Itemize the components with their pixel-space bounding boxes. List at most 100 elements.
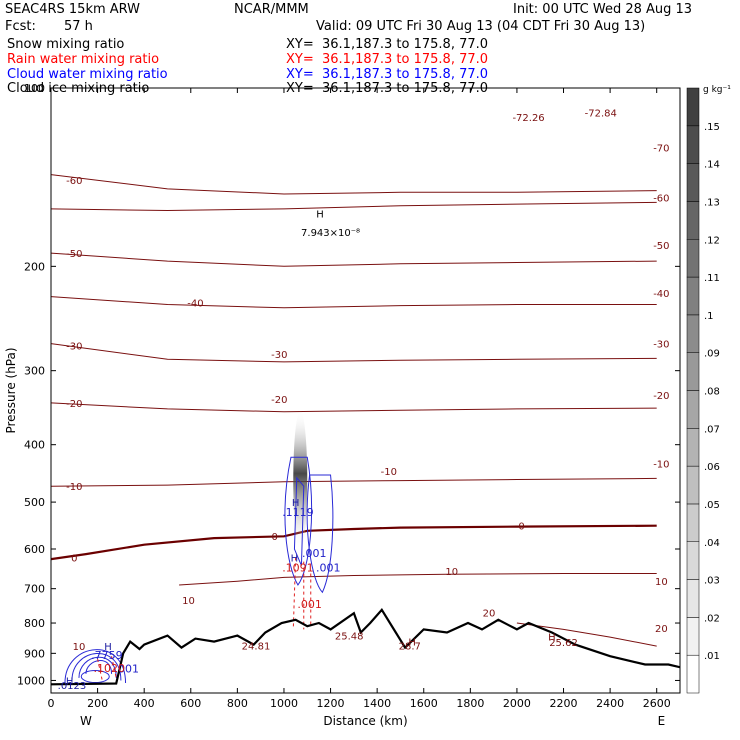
cloud-water-contour bbox=[80, 670, 110, 684]
contour-label: -40 bbox=[187, 298, 203, 309]
colorbar-tick-label: .06 bbox=[704, 462, 720, 473]
temperature-contour-line bbox=[51, 402, 657, 413]
y-tick-label: 700 bbox=[24, 583, 45, 596]
contour-label: 10 bbox=[182, 596, 195, 607]
terrain-temp-label: 24.81 bbox=[242, 642, 271, 653]
field-xy-cloud-water: XY= 36.1,187.3 to 175.8, 77.0 bbox=[286, 67, 489, 82]
x-tick-label: 0 bbox=[48, 697, 55, 710]
contour-label: 0 bbox=[271, 532, 277, 543]
contour-label: 20 bbox=[483, 609, 496, 620]
field-xy-cloud-ice: XY= 36.1,187.3 to 175.8, 77.0 bbox=[286, 81, 489, 96]
x-tick-label: 200 bbox=[87, 697, 108, 710]
x-tick-label: 2200 bbox=[550, 697, 578, 710]
colorbar-cell bbox=[686, 201, 700, 240]
x-tick-label: 800 bbox=[227, 697, 248, 710]
contour-label: -72.26 bbox=[512, 113, 544, 124]
x-tick-label: 1000 bbox=[270, 697, 298, 710]
colorbar-tick-label: .1 bbox=[704, 311, 714, 322]
x-tick-label: 1200 bbox=[317, 697, 345, 710]
x-tick-label: 2000 bbox=[503, 697, 531, 710]
contour-label: -60 bbox=[66, 176, 82, 187]
cloud-water-label: .1119 bbox=[282, 506, 314, 519]
x-tick-label: 1600 bbox=[410, 697, 438, 710]
contour-label: -30 bbox=[653, 340, 669, 351]
colorbar-tick-label: .03 bbox=[704, 576, 720, 587]
terrain-temp-label: 28.7 bbox=[399, 642, 421, 653]
cloud-water-label: .001 bbox=[316, 562, 341, 575]
max-marker: H bbox=[104, 642, 112, 653]
center-name: NCAR/MMM bbox=[234, 2, 309, 17]
terrain-temp-label: 25.62 bbox=[549, 638, 578, 649]
colorbar-tick-label: .15 bbox=[704, 122, 720, 133]
init-time: Init: 00 UTC Wed 28 Aug 13 bbox=[513, 2, 693, 17]
west-label: W bbox=[80, 714, 92, 728]
plot-frame bbox=[50, 87, 681, 694]
contour-label: 0 bbox=[71, 553, 77, 564]
colorbar-tick-label: .09 bbox=[704, 349, 720, 360]
cloud-water-label: .001 bbox=[302, 547, 327, 560]
colorbar-tick-label: .13 bbox=[704, 197, 720, 208]
snow-ice-max-label: 7.943×10⁻⁸ bbox=[301, 228, 360, 239]
contour-label: 10 bbox=[655, 577, 668, 588]
contour-label: -60 bbox=[653, 193, 669, 204]
y-tick-label: 600 bbox=[24, 543, 45, 556]
temperature-contour-line bbox=[51, 174, 657, 195]
colorbar-cell bbox=[686, 503, 700, 542]
colorbar-cell bbox=[686, 390, 700, 429]
contour-label: -10 bbox=[381, 467, 397, 478]
cloud-column-shading bbox=[293, 410, 308, 551]
cloud-water-label: .7759 bbox=[91, 649, 123, 662]
y-tick-label: 500 bbox=[24, 496, 45, 509]
terrain-temp-label: 25.48 bbox=[335, 632, 364, 643]
y-axis-label: Pressure (hPa) bbox=[4, 347, 18, 433]
contour-label: 20 bbox=[655, 624, 668, 635]
snow-ice-max-label: H bbox=[316, 210, 324, 221]
contour-label: 10 bbox=[445, 567, 458, 578]
x-tick-label: 1400 bbox=[363, 697, 391, 710]
colorbar-cell bbox=[686, 465, 700, 505]
temperature-contour-line bbox=[51, 477, 657, 487]
contour-label: -10 bbox=[66, 482, 82, 493]
east-label: E bbox=[658, 714, 666, 728]
colorbar-cell bbox=[686, 276, 700, 316]
y-tick-label: 100 bbox=[24, 82, 45, 95]
colorbar-tick-label: .08 bbox=[704, 387, 720, 398]
field-name-cloud-ice: Cloud ice mixing ratio bbox=[7, 81, 150, 96]
x-axis-label: Distance (km) bbox=[323, 714, 407, 728]
contour-label: -40 bbox=[653, 289, 669, 300]
colorbar-cell bbox=[686, 654, 700, 694]
contour-label: -50 bbox=[66, 249, 82, 260]
colorbar-cell bbox=[686, 541, 700, 580]
colorbar-cell bbox=[686, 87, 700, 127]
temperature-contour-line bbox=[516, 622, 657, 647]
y-tick-label: 1000 bbox=[17, 674, 45, 687]
colorbar-cell bbox=[686, 579, 700, 618]
colorbar-tick-label: .02 bbox=[704, 613, 720, 624]
rain-water-label: .1091 bbox=[282, 562, 314, 575]
temperature-contour-line bbox=[51, 343, 657, 363]
terrain-line bbox=[51, 607, 680, 686]
colorbar-cell bbox=[686, 239, 700, 278]
colorbar-tick-label: .14 bbox=[704, 160, 720, 171]
colorbar-unit: g kg⁻¹ bbox=[703, 85, 731, 95]
temperature-contour-line bbox=[179, 573, 657, 586]
max-marker: H bbox=[291, 553, 299, 564]
colorbar-cell bbox=[686, 428, 700, 467]
field-xy-rain: XY= 36.1,187.3 to 175.8, 77.0 bbox=[286, 52, 489, 67]
temperature-contour-line bbox=[51, 201, 657, 212]
max-marker: H bbox=[66, 676, 74, 687]
y-tick-label: 900 bbox=[24, 647, 45, 660]
contour-label: -50 bbox=[653, 241, 669, 252]
colorbar-cell bbox=[686, 314, 700, 353]
y-tick-label: 400 bbox=[24, 439, 45, 452]
contour-label: -70 bbox=[653, 143, 669, 154]
colorbar-tick-label: .04 bbox=[704, 538, 720, 549]
field-name-rain: Rain water mixing ratio bbox=[7, 52, 160, 67]
max-marker: H bbox=[292, 498, 300, 509]
terrain-temp-label: H bbox=[408, 638, 416, 649]
field-xy-snow: XY= 36.1,187.3 to 175.8, 77.0 bbox=[286, 37, 489, 52]
colorbar-tick-label: .11 bbox=[704, 273, 720, 284]
contour-label: -20 bbox=[653, 391, 669, 402]
colorbar-cell bbox=[686, 125, 700, 164]
